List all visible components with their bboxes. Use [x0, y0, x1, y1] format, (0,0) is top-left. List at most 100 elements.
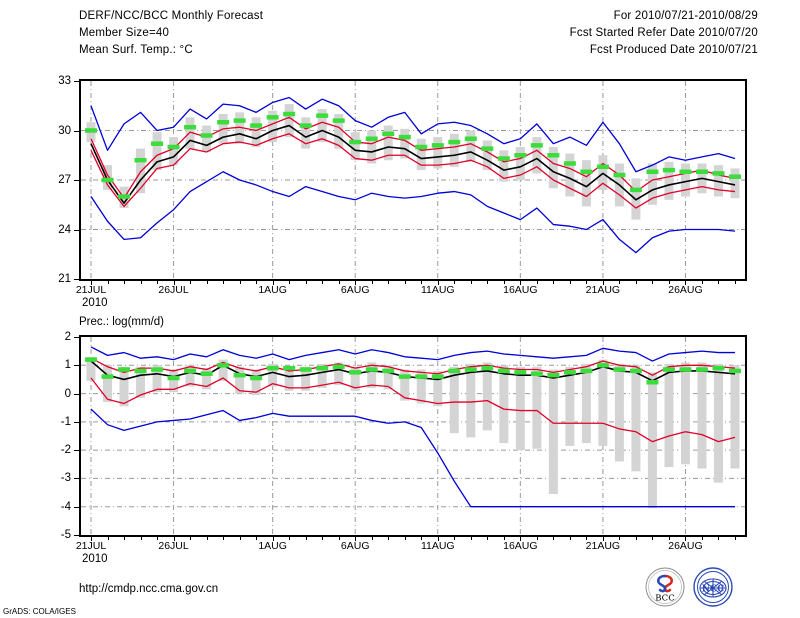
- y-tick-mark: [74, 421, 79, 423]
- header-member-size: Member Size=40: [79, 27, 170, 39]
- x-minor-tick-mark: [619, 281, 621, 284]
- y-tick-mark: [74, 535, 79, 536]
- bcc-logo: BCC: [645, 567, 685, 607]
- y-tick-label: -1: [60, 415, 71, 428]
- x-minor-tick-mark: [190, 281, 192, 284]
- x-minor-tick-mark: [91, 281, 92, 284]
- x-minor-tick-mark: [124, 537, 126, 540]
- x-minor-tick-mark: [619, 537, 621, 540]
- x-tick-label: 26JUL: [158, 540, 189, 552]
- precipitation-plot-area: [81, 337, 745, 535]
- x-tick-label: 21JUL: [75, 284, 107, 296]
- x-minor-tick-mark: [239, 537, 241, 540]
- x-minor-tick-mark: [635, 281, 637, 284]
- x-minor-tick-mark: [685, 281, 687, 284]
- x-minor-tick-mark: [289, 281, 291, 284]
- x-minor-tick-mark: [718, 281, 720, 284]
- x-minor-tick-mark: [487, 537, 489, 540]
- x-minor-tick-mark: [421, 281, 423, 284]
- y-tick-mark: [74, 279, 79, 280]
- x-minor-tick-mark: [652, 281, 654, 284]
- x-minor-tick-mark: [668, 281, 670, 284]
- x-tick-label: 21AUG: [585, 284, 621, 296]
- x-tick-label: 16AUG: [503, 540, 538, 552]
- y-tick-label: 0: [64, 387, 71, 400]
- x-minor-tick-mark: [520, 537, 522, 540]
- x-minor-tick-mark: [140, 281, 142, 284]
- x-minor-tick-mark: [503, 281, 505, 284]
- x-tick-label: 11AUG: [420, 540, 455, 552]
- x-tick-label: 26AUG: [668, 284, 703, 296]
- x-minor-tick-mark: [124, 281, 126, 284]
- y-tick-mark: [74, 81, 79, 82]
- header-title: DERF/NCC/BCC Monthly Forecast: [79, 10, 264, 22]
- temperature-plot-svg: [81, 81, 745, 279]
- x-minor-tick-mark: [157, 281, 159, 284]
- y-tick-mark: [74, 130, 79, 132]
- grads-credit: GrADS: COLA/IGES: [3, 607, 76, 616]
- x-minor-tick-mark: [107, 281, 109, 284]
- y-tick-label: -5: [60, 529, 71, 541]
- source-url[interactable]: http://cmdp.ncc.cma.gov.cn: [79, 583, 219, 595]
- header-produced-date: Fcst Produced Date 2010/07/21: [589, 44, 758, 56]
- x-minor-tick-mark: [338, 281, 340, 284]
- x-minor-tick-mark: [503, 537, 505, 540]
- x-minor-tick-mark: [586, 281, 588, 284]
- x-minor-tick-mark: [157, 537, 159, 540]
- x-minor-tick-mark: [272, 281, 274, 284]
- x-tick-label: 6AUG: [340, 540, 370, 552]
- header-forecast-period: For 2010/07/21-2010/08/29: [613, 10, 758, 22]
- header-start-date: Fcst Started Refer Date 2010/07/20: [569, 27, 758, 39]
- x-minor-tick-mark: [602, 281, 604, 284]
- x-minor-tick-mark: [388, 537, 390, 540]
- x-minor-tick-mark: [602, 537, 604, 540]
- x-minor-tick-mark: [338, 537, 340, 540]
- precipitation-chart-panel: [79, 335, 747, 537]
- x-tick-label: 21JUL: [75, 540, 107, 552]
- x-minor-tick-mark: [553, 281, 555, 284]
- y-tick-label: 21: [58, 273, 71, 285]
- x-minor-tick-mark: [404, 537, 406, 540]
- x-minor-tick-mark: [685, 537, 687, 540]
- x-minor-tick-mark: [454, 281, 456, 284]
- precipitation-plot-svg: [81, 337, 745, 535]
- x-minor-tick-mark: [735, 281, 736, 284]
- x-tick-label: 21AUG: [585, 540, 621, 552]
- precipitation-axis-caption: Prec.: log(mm/d): [79, 316, 164, 328]
- y-tick-label: 30: [58, 124, 71, 137]
- x-minor-tick-mark: [173, 537, 175, 540]
- x-minor-tick-mark: [355, 281, 357, 284]
- x-minor-tick-mark: [371, 537, 373, 540]
- y-tick-label: 33: [58, 75, 71, 87]
- y-tick-label: -3: [60, 472, 71, 485]
- x-minor-tick-mark: [569, 537, 571, 540]
- x-minor-tick-mark: [173, 281, 175, 284]
- x-tick-label: 1AUG: [258, 284, 287, 296]
- x-minor-tick-mark: [701, 537, 703, 540]
- y-tick-label: 24: [58, 223, 71, 236]
- x-minor-tick-mark: [635, 537, 637, 540]
- x-tick-label: 6AUG: [340, 284, 370, 296]
- temperature-year-label: 2010: [82, 297, 108, 309]
- temperature-plot-area: [81, 81, 745, 279]
- ncc-logo-text: NCC: [702, 585, 725, 595]
- x-minor-tick-mark: [371, 281, 373, 284]
- y-tick-label: 2: [64, 331, 71, 343]
- x-tick-label: 26JUL: [158, 284, 189, 296]
- x-minor-tick-mark: [536, 281, 538, 284]
- precipitation-year-label: 2010: [82, 553, 108, 565]
- x-tick-label: 1AUG: [258, 540, 287, 552]
- x-minor-tick-mark: [322, 537, 324, 540]
- x-minor-tick-mark: [553, 537, 555, 540]
- x-minor-tick-mark: [256, 281, 258, 284]
- x-minor-tick-mark: [206, 281, 208, 284]
- x-minor-tick-mark: [404, 281, 406, 284]
- y-tick-mark: [74, 506, 79, 508]
- ncc-logo: NCC: [693, 567, 733, 607]
- y-tick-mark: [74, 180, 79, 181]
- x-minor-tick-mark: [91, 537, 92, 540]
- x-minor-tick-mark: [454, 537, 456, 540]
- x-minor-tick-mark: [355, 537, 357, 540]
- x-minor-tick-mark: [206, 537, 208, 540]
- x-tick-label: 16AUG: [503, 284, 538, 296]
